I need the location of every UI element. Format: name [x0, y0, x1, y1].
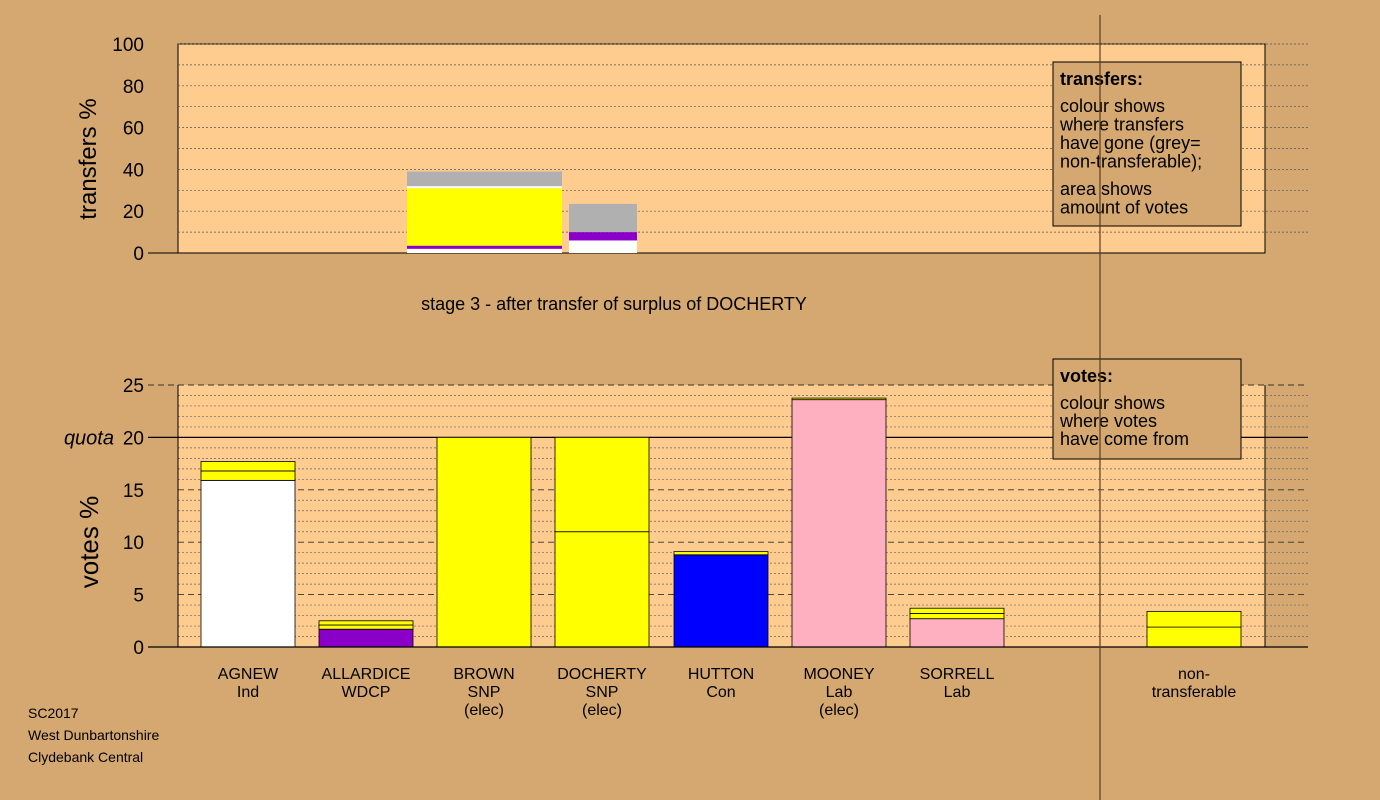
- transfer-bar-segment: [569, 203, 637, 233]
- candidate-label: DOCHERTY: [557, 666, 647, 683]
- candidate-label: BROWN: [453, 666, 514, 683]
- candidate-label: transferable: [1152, 684, 1237, 701]
- candidate-label: (elec): [819, 702, 859, 719]
- vote-bar-segment: [200, 479, 296, 648]
- vote-bar-segment: [200, 461, 296, 472]
- candidate-label: (elec): [464, 702, 504, 719]
- votes-ytick-label: 15: [123, 481, 144, 502]
- transfers-legend-box: [1052, 61, 1242, 227]
- transfers-ytick-label: 20: [123, 202, 144, 223]
- vote-bar-segment: [318, 620, 414, 626]
- vote-bar-segment: [318, 624, 414, 630]
- vote-bar-segment: [909, 618, 1005, 648]
- transfers-ytick-label: 100: [112, 35, 144, 56]
- transfers-legend-text: where transfers: [1059, 115, 1184, 135]
- stage-caption: stage 3 - after transfer of surplus of D…: [421, 294, 807, 314]
- votes-legend-text: colour shows: [1060, 393, 1165, 413]
- candidate-label: (elec): [582, 702, 622, 719]
- transfer-bar-segment: [407, 188, 562, 246]
- votes-ytick-label: 25: [123, 376, 144, 397]
- candidate-label: SNP: [468, 684, 501, 701]
- votes-legend-text: have come from: [1060, 429, 1189, 449]
- transfers-ytick-label: 40: [123, 160, 144, 181]
- vote-bar-segment: [791, 399, 887, 648]
- transfer-bar-segment: [569, 232, 637, 241]
- votes-legend-title: votes:: [1060, 366, 1113, 386]
- votes-axis-label: votes %: [74, 496, 104, 589]
- transfers-legend-text: colour shows: [1060, 96, 1165, 116]
- vote-bar-segment: [673, 551, 769, 556]
- candidate-label: non-: [1178, 666, 1210, 683]
- vote-bar-segment: [554, 436, 650, 533]
- candidate-label: MOONEY: [803, 666, 874, 683]
- candidate-label: Lab: [944, 684, 971, 701]
- transfers-legend-text: have gone (grey=: [1060, 133, 1201, 153]
- transfer-bar-segment: [407, 171, 562, 187]
- vote-bar-segment: [436, 436, 532, 648]
- footer-election: SC2017: [28, 705, 79, 721]
- transfers-legend-text: non-transferable);: [1060, 152, 1202, 172]
- vote-bar-segment: [554, 531, 650, 648]
- votes-ytick-label: 10: [123, 533, 144, 554]
- vote-bar-segment: [318, 628, 414, 648]
- vote-bar-segment: [909, 607, 1005, 614]
- quota-label: quota: [64, 427, 114, 449]
- transfer-bar-segment: [407, 245, 562, 249]
- transfers-legend-title: transfers:: [1060, 69, 1143, 89]
- vote-bar-segment: [791, 397, 887, 401]
- transfers-axis-label: transfers %: [75, 98, 102, 219]
- vote-bar-segment: [1146, 626, 1242, 648]
- vote-bar-segment: [909, 613, 1005, 620]
- election-footer: SC2017 West Dunbartonshire Clydebank Cen…: [28, 702, 159, 768]
- candidate-label: SNP: [586, 684, 619, 701]
- candidate-label: Lab: [826, 684, 853, 701]
- candidate-label: SORRELL: [920, 666, 995, 683]
- votes-ytick-label: 5: [133, 586, 144, 607]
- transfers-ytick-label: 60: [123, 119, 144, 140]
- candidate-label: AGNEW: [218, 666, 279, 683]
- candidate-label: HUTTON: [688, 666, 754, 683]
- footer-ward: Clydebank Central: [28, 749, 144, 765]
- candidate-label: ALLARDICE: [322, 666, 411, 683]
- votes-ytick-label: 0: [133, 638, 144, 659]
- candidate-label: Con: [706, 684, 735, 701]
- candidate-label: WDCP: [342, 684, 391, 701]
- transfer-bar-segment: [569, 240, 637, 253]
- vote-bar-segment: [200, 470, 296, 481]
- vote-bar-segment: [673, 554, 769, 648]
- candidate-label: Ind: [237, 684, 259, 701]
- transfers-legend-text: area shows: [1060, 179, 1152, 199]
- transfer-bar-segment: [407, 186, 562, 189]
- transfer-bar-segment: [407, 248, 562, 253]
- votes-legend-box: [1052, 358, 1242, 460]
- votes-legend-text: where votes: [1059, 411, 1157, 431]
- transfers-ytick-label: 80: [123, 77, 144, 98]
- vote-bar-segment: [1146, 610, 1242, 628]
- transfers-ytick-label: 0: [133, 244, 144, 265]
- transfers-legend-text: amount of votes: [1060, 198, 1188, 218]
- footer-council: West Dunbartonshire: [28, 727, 160, 743]
- votes-ytick-label: 20: [123, 428, 144, 449]
